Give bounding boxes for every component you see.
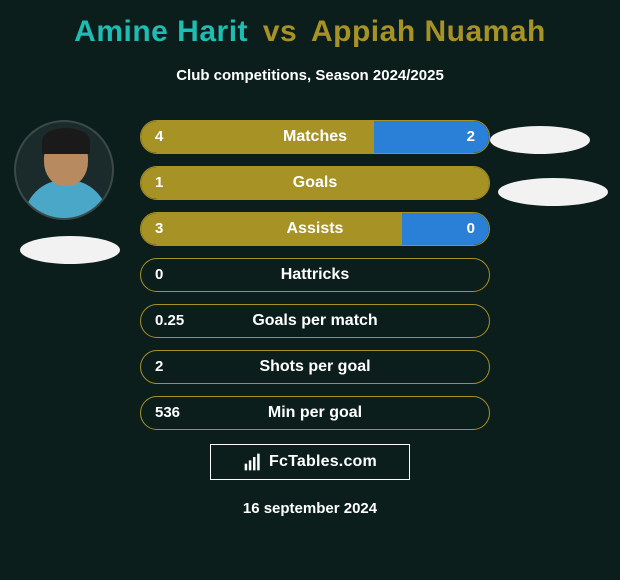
stat-row: 536Min per goal — [140, 396, 490, 430]
avatar-hair — [42, 128, 90, 154]
bars-icon — [243, 452, 263, 472]
stat-label: Min per goal — [141, 397, 489, 429]
date-text: 16 september 2024 — [0, 500, 620, 517]
comparison-infographic: Amine Harit vs Appiah Nuamah Club compet… — [0, 0, 620, 580]
stat-label: Shots per goal — [141, 351, 489, 383]
stats-bars: 42Matches 1Goals 30Assists 0Hattricks 0.25Go… — [140, 120, 490, 442]
stat-row: 2Shots per goal — [140, 350, 490, 384]
stat-label: Goals — [141, 167, 489, 199]
stat-row: 0Hattricks — [140, 258, 490, 292]
logo-text: FcTables.com — [269, 453, 377, 471]
player1-shadow-oval — [20, 236, 120, 264]
stat-row: 1Goals — [140, 166, 490, 200]
page-title: Amine Harit vs Appiah Nuamah — [0, 15, 620, 49]
avatar-shirt — [24, 180, 108, 220]
vs-label: vs — [263, 15, 297, 48]
stat-label: Matches — [141, 121, 489, 153]
subtitle: Club competitions, Season 2024/2025 — [0, 67, 620, 84]
player1-avatar — [14, 120, 114, 220]
stat-label: Assists — [141, 213, 489, 245]
player2-oval-2 — [498, 178, 608, 206]
stat-label: Hattricks — [141, 259, 489, 291]
stat-label: Goals per match — [141, 305, 489, 337]
player2-oval-1 — [490, 126, 590, 154]
player2-name: Appiah Nuamah — [311, 15, 546, 48]
stat-row: 42Matches — [140, 120, 490, 154]
fctables-logo-box: FcTables.com — [210, 444, 410, 480]
player1-name: Amine Harit — [74, 15, 248, 48]
stat-row: 30Assists — [140, 212, 490, 246]
stat-row: 0.25Goals per match — [140, 304, 490, 338]
